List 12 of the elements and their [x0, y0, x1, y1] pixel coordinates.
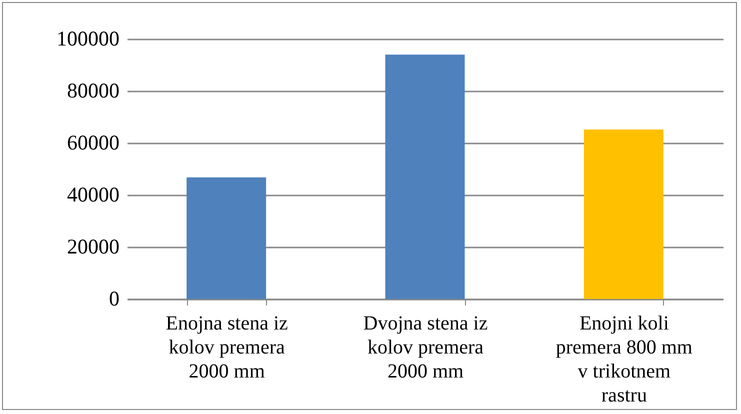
y-tick-label: 100000	[56, 26, 120, 50]
bar	[186, 177, 266, 299]
y-tick-label: 80000	[67, 78, 120, 102]
y-tick-label: 0	[109, 286, 120, 310]
x-tick-label: Enojna stena iz kolov premera 2000 mm	[166, 312, 288, 382]
y-tick-label: 40000	[67, 182, 120, 206]
bar	[584, 129, 664, 299]
y-tick-label: 20000	[67, 234, 120, 258]
y-tick-label: 60000	[67, 130, 120, 154]
bar	[385, 54, 465, 299]
x-tick-label: Dvojna stena iz kolov premera 2000 mm	[363, 312, 488, 382]
x-tick-label: Enojni koli premera 800 mm v trikotnem rastru	[556, 312, 693, 406]
